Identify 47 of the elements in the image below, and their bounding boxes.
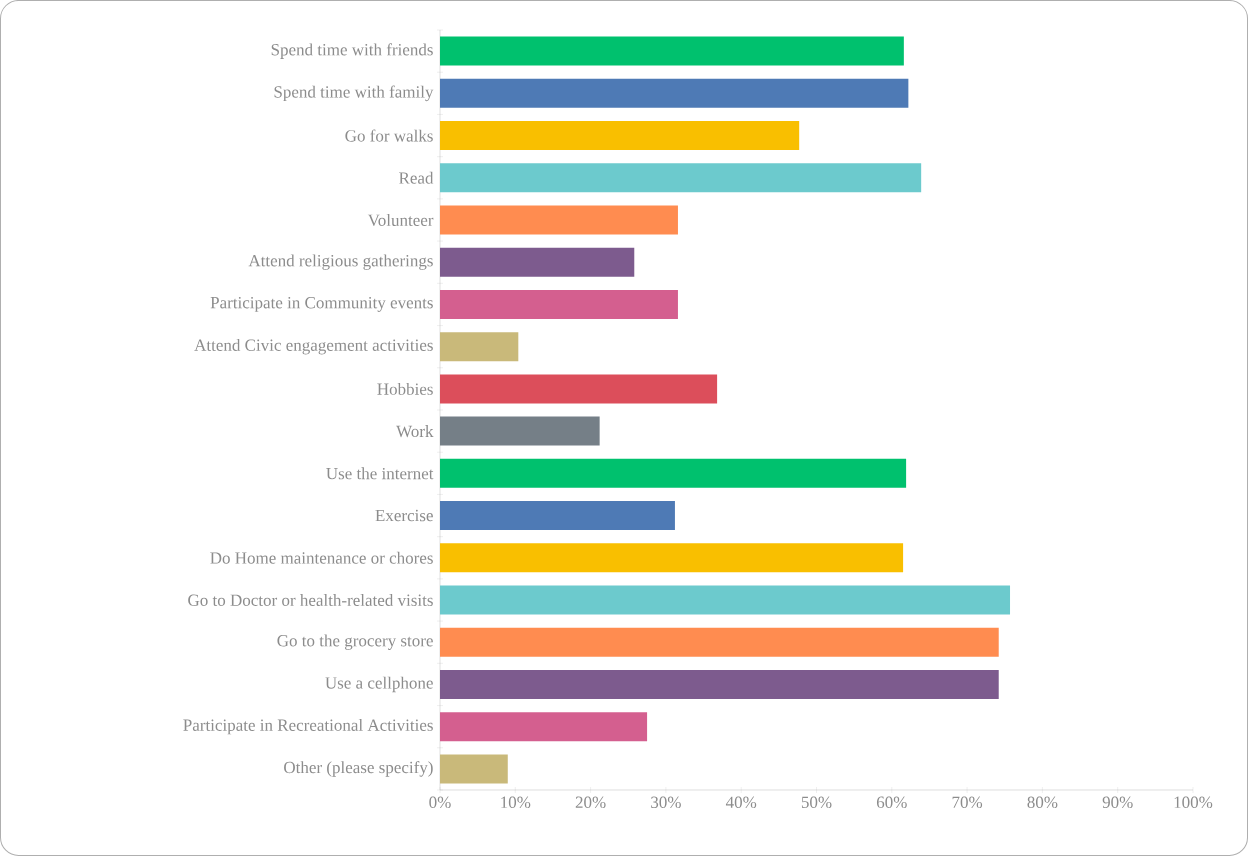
bar bbox=[440, 289, 678, 319]
bar bbox=[440, 374, 718, 404]
y-tick-label: Participate in Recreational Activities bbox=[183, 718, 433, 735]
y-tick-label: Attend religious gatherings bbox=[248, 254, 433, 270]
bar bbox=[440, 36, 904, 66]
x-tick-label: 0% bbox=[429, 796, 451, 809]
bar bbox=[440, 585, 1011, 615]
bar bbox=[440, 247, 635, 277]
y-tick-label: Exercise bbox=[375, 509, 433, 522]
bar bbox=[440, 205, 678, 235]
x-tick-label: 30% bbox=[651, 796, 681, 809]
y-tick-label: Read bbox=[399, 171, 434, 184]
bar bbox=[440, 627, 999, 657]
x-tick-label: 90% bbox=[1102, 796, 1133, 809]
y-tick-label: Spend time with friends bbox=[271, 43, 433, 59]
bar bbox=[440, 754, 508, 784]
bar bbox=[440, 78, 909, 108]
x-tick-label: 40% bbox=[725, 796, 757, 809]
y-tick-label: Hobbies bbox=[377, 382, 433, 395]
y-tick-label: Participate in Community events bbox=[210, 296, 433, 312]
x-tick-label: 10% bbox=[501, 796, 531, 809]
bar bbox=[440, 458, 907, 488]
bar bbox=[440, 501, 675, 531]
bar bbox=[440, 121, 800, 151]
y-tick-label: Volunteer bbox=[367, 213, 434, 227]
y-tick-label: Use the internet bbox=[326, 467, 434, 480]
y-tick-label: Work bbox=[396, 425, 434, 438]
bar bbox=[440, 163, 922, 193]
bar bbox=[440, 669, 999, 699]
y-tick-label: Other (please specify) bbox=[284, 761, 433, 777]
bar bbox=[440, 543, 904, 573]
x-tick-label: 80% bbox=[1027, 796, 1058, 809]
bar bbox=[440, 712, 648, 742]
x-tick-label: 60% bbox=[876, 796, 907, 809]
y-tick-label: Do Home maintenance or chores bbox=[210, 551, 433, 564]
bar bbox=[440, 416, 600, 446]
y-tick-label: Attend Civic engagement activities bbox=[194, 338, 433, 355]
x-tick-label: 70% bbox=[952, 796, 983, 809]
y-tick-label: Spend time with family bbox=[274, 85, 434, 102]
y-tick-label: Go to Doctor or health-related visits bbox=[188, 594, 433, 606]
bar bbox=[440, 332, 519, 362]
y-tick-label: Use a cellphone bbox=[325, 676, 433, 693]
y-tick-label: Go to the grocery store bbox=[277, 634, 433, 650]
x-tick-label: 20% bbox=[575, 796, 606, 809]
x-tick-label: 50% bbox=[801, 796, 832, 809]
x-tick-label: 100% bbox=[1174, 796, 1213, 809]
y-tick-label: Go for walks bbox=[345, 129, 433, 142]
